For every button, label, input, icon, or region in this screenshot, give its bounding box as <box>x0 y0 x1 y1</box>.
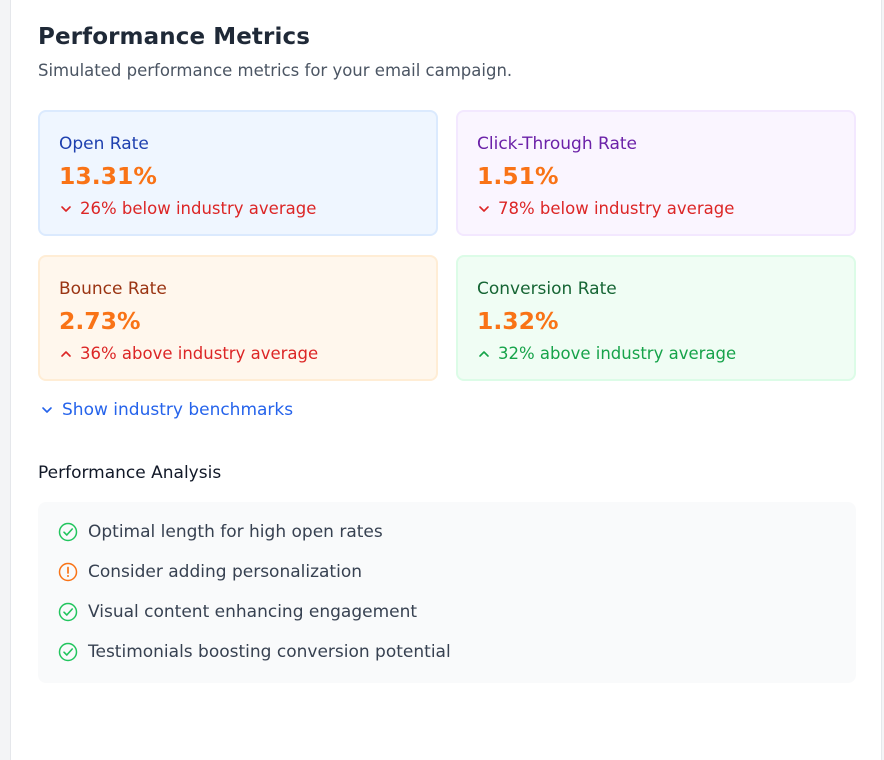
analysis-list: Optimal length for high open rates Consi… <box>38 502 856 683</box>
alert-circle-icon <box>58 562 78 582</box>
bounce-rate-card: Bounce Rate 2.73% 36% above industry ave… <box>38 255 438 381</box>
performance-metrics-panel: Performance Metrics Simulated performanc… <box>10 0 882 760</box>
chevron-down-icon <box>479 205 489 212</box>
metric-value: 13.31% <box>59 162 157 190</box>
chevron-down-icon <box>42 407 52 413</box>
chevron-up-icon <box>479 350 489 357</box>
comparison-text: 32% above industry average <box>498 344 737 363</box>
metric-label: Bounce Rate <box>59 279 167 299</box>
page-title: Performance Metrics <box>38 24 310 50</box>
show-benchmarks-button[interactable]: Show industry benchmarks <box>40 400 293 420</box>
comparison-text: 36% above industry average <box>80 344 319 363</box>
comparison-text: 78% below industry average <box>498 199 735 218</box>
chevron-up-icon <box>61 350 71 357</box>
show-benchmarks-label: Show industry benchmarks <box>62 400 294 420</box>
analysis-item: Visual content enhancing engagement <box>58 602 417 622</box>
metric-comparison: 32% above industry average <box>477 344 736 363</box>
analysis-item-text: Consider adding personalization <box>88 562 363 582</box>
metric-value: 2.73% <box>59 307 141 335</box>
comparison-text: 26% below industry average <box>80 199 317 218</box>
metric-label: Conversion Rate <box>477 279 617 299</box>
analysis-item-text: Visual content enhancing engagement <box>88 602 418 622</box>
metric-value: 1.51% <box>477 162 559 190</box>
metric-label: Open Rate <box>59 134 149 154</box>
check-circle-icon <box>58 642 78 662</box>
analysis-item-text: Optimal length for high open rates <box>88 522 383 542</box>
analysis-item: Testimonials boosting conversion potenti… <box>58 642 451 662</box>
open-rate-card: Open Rate 13.31% 26% below industry aver… <box>38 110 438 236</box>
click-through-rate-card: Click-Through Rate 1.51% 78% below indus… <box>456 110 856 236</box>
metric-comparison: 26% below industry average <box>59 199 316 218</box>
metric-value: 1.32% <box>477 307 559 335</box>
conversion-rate-card: Conversion Rate 1.32% 32% above industry… <box>456 255 856 381</box>
metric-comparison: 78% below industry average <box>477 199 734 218</box>
check-circle-icon <box>58 522 78 542</box>
analysis-item-text: Testimonials boosting conversion potenti… <box>88 642 451 662</box>
check-circle-icon <box>58 602 78 622</box>
page-subtitle: Simulated performance metrics for your e… <box>38 61 513 80</box>
metric-comparison: 36% above industry average <box>59 344 318 363</box>
analysis-heading: Performance Analysis <box>38 463 222 483</box>
analysis-item: Consider adding personalization <box>58 562 362 582</box>
chevron-down-icon <box>61 205 71 212</box>
analysis-item: Optimal length for high open rates <box>58 522 383 542</box>
metric-label: Click-Through Rate <box>477 134 637 154</box>
